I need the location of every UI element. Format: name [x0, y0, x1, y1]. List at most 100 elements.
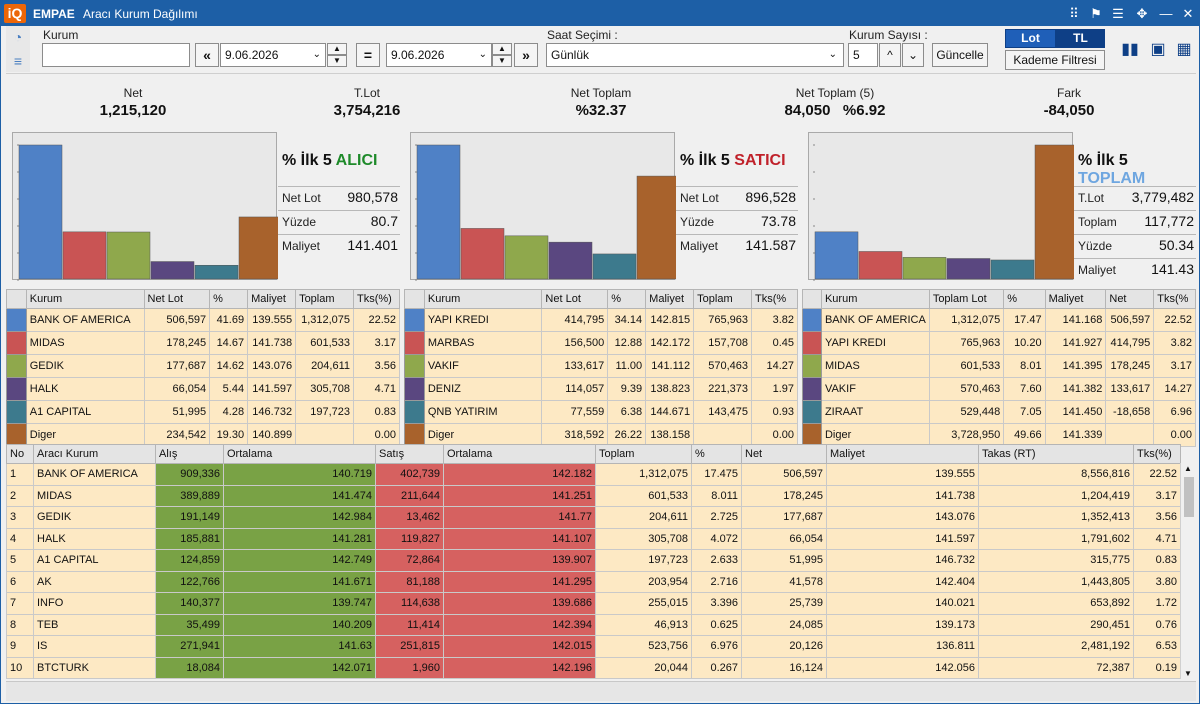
- scroll-down-icon[interactable]: ▼: [1184, 669, 1192, 678]
- prev-date-button[interactable]: «: [195, 43, 219, 67]
- column-header[interactable]: Aracı Kurum: [33, 444, 156, 464]
- kurum-sayisi-input[interactable]: 5: [848, 43, 878, 67]
- table-row[interactable]: MIDAS 178,245 14.67 141.738 601,533 3.17: [6, 331, 400, 355]
- column-header[interactable]: Maliyet: [826, 444, 979, 464]
- date-from-down[interactable]: ▼: [327, 55, 347, 67]
- guncelle-button[interactable]: Güncelle: [932, 43, 988, 67]
- date-to-field[interactable]: 9.06.2026 ⌄: [386, 43, 492, 67]
- value-cell: 20,126: [741, 635, 827, 658]
- chevron-down-icon[interactable]: ⌄: [312, 49, 321, 60]
- share-icon[interactable]: ⠿: [1069, 6, 1079, 21]
- flag-icon[interactable]: ⚑: [1090, 6, 1102, 21]
- column-header[interactable]: Kurum: [423, 289, 543, 309]
- column-header[interactable]: Maliyet: [645, 289, 695, 309]
- column-header[interactable]: Tks(%): [1133, 444, 1181, 464]
- column-header[interactable]: Net: [741, 444, 827, 464]
- next-date-button[interactable]: »: [514, 43, 538, 67]
- column-header[interactable]: Toplam Lot: [928, 289, 1005, 309]
- table-row[interactable]: A1 CAPITAL 51,995 4.28 146.732 197,723 0.83: [6, 400, 400, 424]
- column-header[interactable]: Toplam: [595, 444, 692, 464]
- date-from-field[interactable]: 9.06.2026 ⌄: [220, 43, 326, 67]
- scroll-up-icon[interactable]: ▲: [1184, 464, 1192, 473]
- menu-icon[interactable]: ≡: [13, 53, 23, 69]
- column-header[interactable]: Alış: [155, 444, 224, 464]
- pie-chart-icon[interactable]: ◔: [13, 29, 23, 45]
- column-header[interactable]: %: [1003, 289, 1046, 309]
- kademe-filtresi-button[interactable]: Kademe Filtresi: [1005, 50, 1105, 70]
- table-row[interactable]: 9 IS 271,941 141.63 251,815 142.015 523,756 6.9…: [6, 635, 1181, 658]
- table-row[interactable]: MARBAS 156,500 12.88 142.172 157,708 0.45: [404, 331, 798, 355]
- column-header[interactable]: No: [6, 444, 34, 464]
- column-header[interactable]: Net: [1105, 289, 1155, 309]
- value-cell: 141.738: [826, 484, 979, 507]
- value-cell: 221,373: [693, 377, 753, 401]
- kurum-sayisi-down[interactable]: ⌄: [902, 43, 924, 67]
- calculator-icon[interactable]: ▦: [1176, 41, 1192, 58]
- column-header[interactable]: Ortalama: [223, 444, 376, 464]
- table-row[interactable]: GEDIK 177,687 14.62 143.076 204,611 3.56: [6, 354, 400, 378]
- settings-icon[interactable]: ☰: [1112, 6, 1124, 21]
- kurum-input[interactable]: [42, 43, 190, 67]
- table-row[interactable]: 5 A1 CAPITAL 124,859 142.749 72,864 139.907 19…: [6, 549, 1181, 572]
- column-header[interactable]: Net Lot: [541, 289, 609, 309]
- table-row[interactable]: 3 GEDIK 191,149 142.984 13,462 141.77 204,611 2…: [6, 506, 1181, 529]
- table-row[interactable]: BANK OF AMERICA 1,312,075 17.47 141.168 506,…: [802, 308, 1196, 332]
- table-row[interactable]: YAPI KREDI 414,795 34.14 142.815 765,963 3.82: [404, 308, 798, 332]
- bar-chart-icon[interactable]: ▮▮: [1121, 41, 1139, 58]
- table-row[interactable]: MIDAS 601,533 8.01 141.395 178,245 3.17: [802, 354, 1196, 378]
- lot-option[interactable]: Lot: [1006, 30, 1055, 47]
- chevron-down-icon[interactable]: ⌄: [828, 49, 837, 60]
- column-header[interactable]: %: [607, 289, 647, 309]
- column-header[interactable]: %: [691, 444, 742, 464]
- minimize-icon[interactable]: —: [1159, 6, 1173, 21]
- value-cell: 51,995: [143, 400, 211, 424]
- date-from-up[interactable]: ▲: [327, 43, 347, 55]
- table-row[interactable]: ZIRAAT 529,448 7.05 141.450 -18,658 6.96: [802, 400, 1196, 424]
- table-row[interactable]: 8 TEB 35,499 140.209 11,414 142.394 46,913 0.62…: [6, 613, 1181, 636]
- table-row[interactable]: QNB YATIRIM 77,559 6.38 144.671 143,475 0.93: [404, 400, 798, 424]
- table-row[interactable]: VAKIF 570,463 7.60 141.382 133,617 14.27: [802, 377, 1196, 401]
- column-header[interactable]: Takas (RT): [978, 444, 1134, 464]
- column-header[interactable]: Ortalama: [443, 444, 596, 464]
- column-header[interactable]: Maliyet: [247, 289, 297, 309]
- table-row[interactable]: BANK OF AMERICA 506,597 41.69 139.555 1,312,…: [6, 308, 400, 332]
- tl-option[interactable]: TL: [1073, 31, 1088, 45]
- value-cell: 142.182: [443, 463, 596, 486]
- column-header[interactable]: Toplam: [693, 289, 753, 309]
- column-header[interactable]: Kurum: [25, 289, 145, 309]
- column-header[interactable]: %: [209, 289, 249, 309]
- table-row[interactable]: DENIZ 114,057 9.39 138.823 221,373 1.97: [404, 377, 798, 401]
- lot-tl-toggle[interactable]: Lot TL: [1005, 29, 1105, 48]
- column-header[interactable]: Maliyet: [1044, 289, 1107, 309]
- save-icon[interactable]: ▣: [1150, 41, 1166, 58]
- column-header[interactable]: Net Lot: [143, 289, 211, 309]
- saat-select[interactable]: Günlük ⌄: [546, 43, 844, 67]
- scrollbar-thumb[interactable]: [1184, 477, 1194, 517]
- column-header[interactable]: Tks(%): [353, 289, 400, 309]
- table-row[interactable]: Diger 234,542 19.30 140.899 0.00: [6, 423, 400, 447]
- table-row[interactable]: HALK 66,054 5.44 141.597 305,708 4.71: [6, 377, 400, 401]
- table-row[interactable]: Diger 318,592 26.22 138.158 0.00: [404, 423, 798, 447]
- table-row[interactable]: 1 BANK OF AMERICA 909,336 140.719 402,739 142…: [6, 463, 1181, 486]
- table-row[interactable]: 6 AK 122,766 141.671 81,188 141.295 203,954 2.7…: [6, 570, 1181, 593]
- date-to-down[interactable]: ▼: [492, 55, 512, 67]
- column-header[interactable]: Satış: [375, 444, 444, 464]
- equals-button[interactable]: =: [356, 43, 380, 67]
- table-row[interactable]: Diger 3,728,950 49.66 141.339 0.00: [802, 423, 1196, 447]
- table-row[interactable]: 7 INFO 140,377 139.747 114,638 139.686 255,015…: [6, 592, 1181, 615]
- vertical-scrollbar[interactable]: ▲ ▼: [1180, 463, 1196, 679]
- column-header[interactable]: Toplam: [295, 289, 355, 309]
- date-to-up[interactable]: ▲: [492, 43, 512, 55]
- collapse-icon[interactable]: ✥: [1136, 6, 1148, 21]
- table-row[interactable]: YAPI KREDI 765,963 10.20 141.927 414,795 3.82: [802, 331, 1196, 355]
- table-row[interactable]: 4 HALK 185,881 141.281 119,827 141.107 305,708…: [6, 527, 1181, 550]
- chevron-down-icon[interactable]: ⌄: [478, 49, 487, 60]
- column-header[interactable]: Tks(%: [751, 289, 798, 309]
- close-icon[interactable]: ✕: [1182, 6, 1194, 21]
- table-row[interactable]: 10 BTCTURK 18,084 142.071 1,960 142.196 20,044…: [6, 656, 1181, 679]
- column-header[interactable]: Tks(%: [1153, 289, 1196, 309]
- table-row[interactable]: VAKIF 133,617 11.00 141.112 570,463 14.27: [404, 354, 798, 378]
- column-header[interactable]: Kurum: [820, 289, 930, 309]
- table-row[interactable]: 2 MIDAS 389,889 141.474 211,644 141.251 601,53…: [6, 484, 1181, 507]
- kurum-sayisi-up[interactable]: ^: [879, 43, 901, 67]
